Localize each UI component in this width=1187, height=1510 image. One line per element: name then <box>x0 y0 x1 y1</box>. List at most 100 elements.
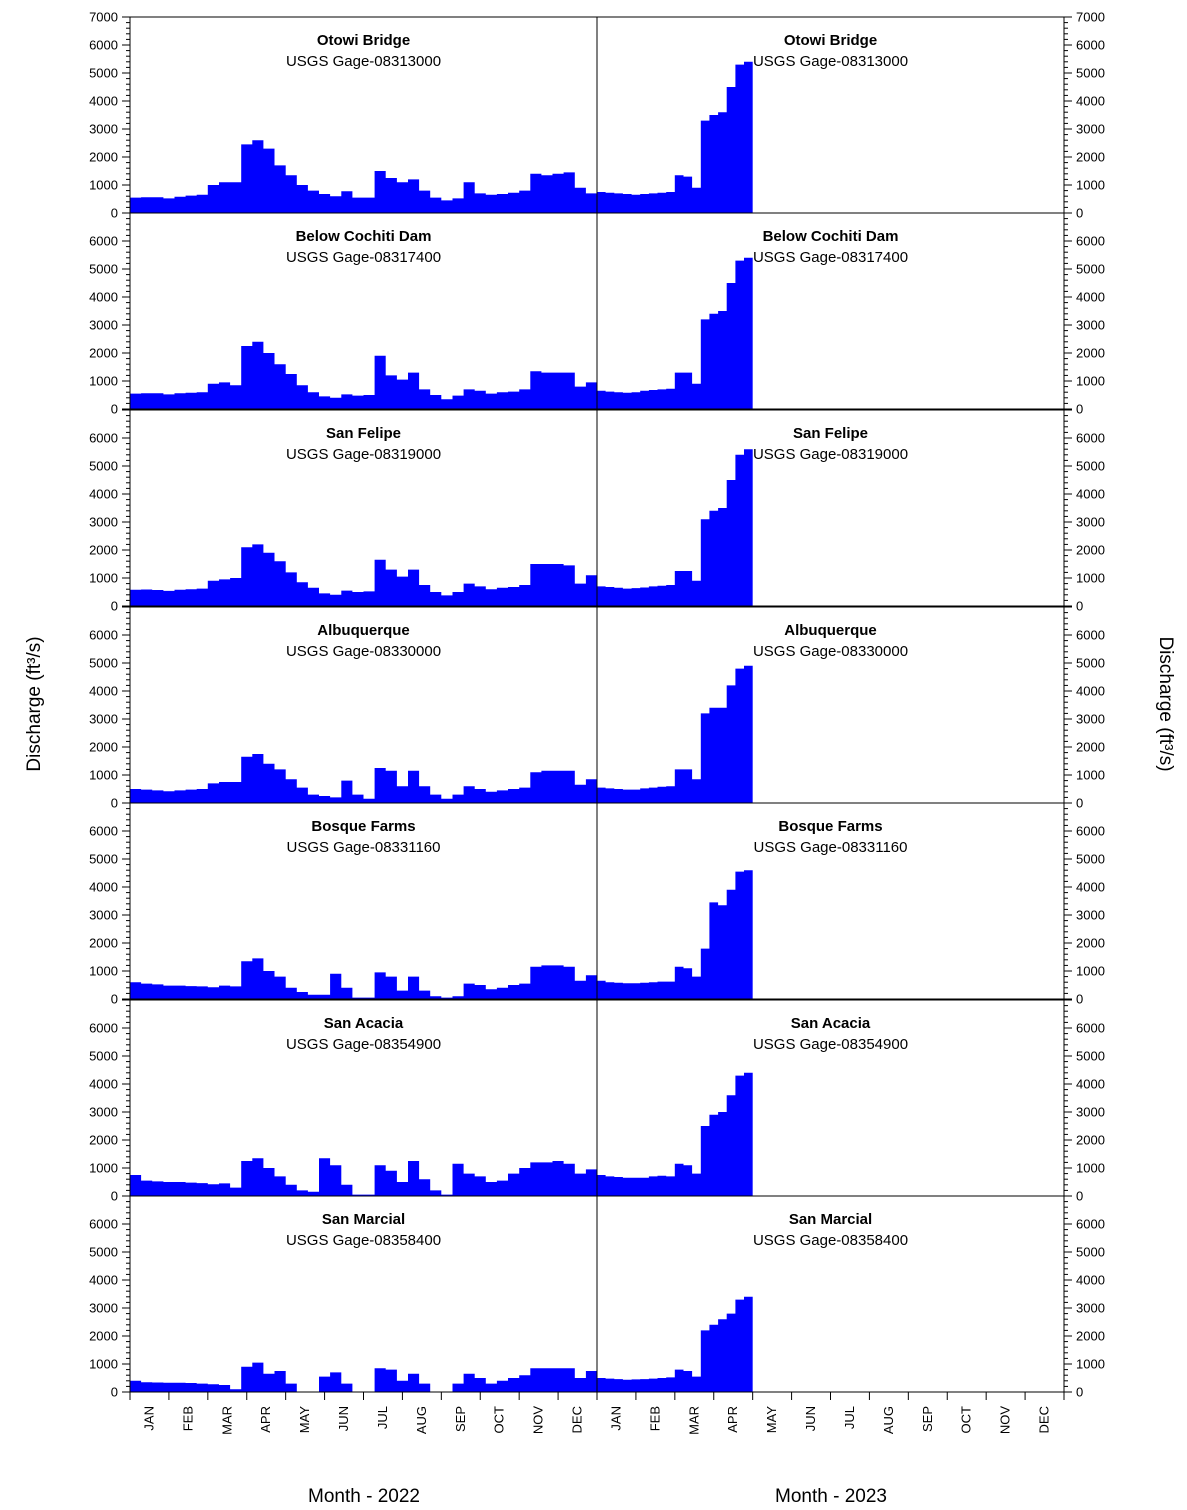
series-area-2023 <box>597 257 753 409</box>
y-tick-label-left: 4000 <box>89 290 118 305</box>
month-label-2022: FEB <box>180 1406 195 1431</box>
panel-title-2023: San Marcial <box>789 1211 872 1228</box>
series-area-2023 <box>597 870 753 999</box>
y-axis-title-left: Discharge (ft³/s) <box>24 636 45 771</box>
month-label-2022: OCT <box>492 1406 507 1434</box>
x-axis-title-2022: Month - 2022 <box>308 1486 420 1507</box>
panel-1: 0 0 1000 1000 2000 2000 3000 3000 4000 4000 5000 50… <box>89 10 1105 221</box>
y-tick-label-left: 1000 <box>89 571 118 586</box>
y-tick-label-right: 4000 <box>1076 94 1105 109</box>
y-tick-label-left: 3000 <box>89 318 118 333</box>
y-tick-label-right: 1000 <box>1076 1357 1105 1372</box>
month-label-2022: JUN <box>336 1406 351 1431</box>
month-label-2023: NOV <box>998 1406 1013 1435</box>
x-axis-group: JAN FEB MAR APR MAY JUN JUL AUG SEP OCT NOV DEC JAN F… <box>129 1392 1065 1435</box>
y-tick-label-left: 3000 <box>89 712 118 727</box>
y-tick-label-left: 0 <box>111 206 118 221</box>
series-area-2023 <box>597 665 753 803</box>
y-tick-label-right: 5000 <box>1076 1245 1105 1260</box>
panel-title-2022: Albuquerque <box>317 622 410 639</box>
series-area-2022 <box>130 1158 597 1196</box>
panel-subtitle-2023: USGS Gage-08331160 <box>754 839 908 856</box>
month-label-2022: JAN <box>142 1406 157 1431</box>
y-tick-label-right: 6000 <box>1076 1217 1105 1232</box>
y-tick-label-left: 1000 <box>89 374 118 389</box>
y-tick-label-left: 5000 <box>89 459 118 474</box>
y-tick-label-left: 2000 <box>89 1133 118 1148</box>
y-tick-label-left: 3000 <box>89 122 118 137</box>
y-tick-label-left: 3000 <box>89 908 118 923</box>
y-tick-label-left: 1000 <box>89 768 118 783</box>
month-label-2023: OCT <box>959 1406 974 1434</box>
y-tick-label-left: 1000 <box>89 178 118 193</box>
y-tick-label-right: 0 <box>1076 796 1083 811</box>
y-tick-label-left: 0 <box>111 1189 118 1204</box>
panel-title-2023: Bosque Farms <box>778 818 882 835</box>
y-tick-label-right: 1000 <box>1076 374 1105 389</box>
series-area-2023 <box>597 61 753 213</box>
y-tick-label-right: 6000 <box>1076 38 1105 53</box>
panel-subtitle-2022: USGS Gage-08319000 <box>286 446 441 463</box>
y-tick-label-right: 2000 <box>1076 1133 1105 1148</box>
panel-title-2022: San Marcial <box>322 1211 405 1228</box>
y-tick-label-left: 5000 <box>89 852 118 867</box>
month-label-2023: APR <box>725 1406 740 1433</box>
y-tick-label-right: 6000 <box>1076 628 1105 643</box>
y-tick-label-right: 5000 <box>1076 656 1105 671</box>
month-label-2022: APR <box>258 1406 273 1433</box>
y-tick-label-right: 7000 <box>1076 10 1105 25</box>
panel-title-2023: Otowi Bridge <box>784 32 877 49</box>
y-tick-label-left: 4000 <box>89 1077 118 1092</box>
y-tick-label-left: 6000 <box>89 38 118 53</box>
y-tick-label-right: 0 <box>1076 992 1083 1007</box>
y-tick-label-right: 2000 <box>1076 150 1105 165</box>
panel-title-2022: Below Cochiti Dam <box>296 228 432 245</box>
month-label-2022: SEP <box>453 1406 468 1432</box>
month-label-2023: FEB <box>647 1406 662 1431</box>
panel-title-2023: Albuquerque <box>784 622 877 639</box>
y-tick-label-right: 1000 <box>1076 178 1105 193</box>
panel-title-2023: San Felipe <box>793 425 868 442</box>
series-area-2022 <box>130 958 597 999</box>
y-tick-label-right: 3000 <box>1076 1301 1105 1316</box>
y-tick-label-left: 0 <box>111 796 118 811</box>
panel-6: 0 0 1000 1000 2000 2000 3000 3000 4000 4000 5000 50… <box>89 999 1105 1204</box>
y-tick-label-left: 2000 <box>89 936 118 951</box>
month-label-2023: AUG <box>881 1406 896 1434</box>
panel-subtitle-2023: USGS Gage-08317400 <box>753 249 908 266</box>
month-label-2023: MAR <box>686 1406 701 1435</box>
y-tick-label-left: 2000 <box>89 543 118 558</box>
panel-title-2022: San Acacia <box>324 1015 404 1032</box>
panel-subtitle-2023: USGS Gage-08354900 <box>753 1036 908 1053</box>
y-tick-label-right: 0 <box>1076 599 1083 614</box>
y-tick-label-right: 6000 <box>1076 1021 1105 1036</box>
y-tick-label-left: 6000 <box>89 1217 118 1232</box>
y-tick-label-left: 4000 <box>89 487 118 502</box>
series-area-2022 <box>130 341 597 409</box>
y-tick-label-right: 4000 <box>1076 290 1105 305</box>
y-tick-label-left: 4000 <box>89 880 118 895</box>
x-axis-title-2023: Month - 2023 <box>775 1486 887 1507</box>
panel-title-2022: Bosque Farms <box>311 818 415 835</box>
y-tick-label-right: 5000 <box>1076 852 1105 867</box>
y-tick-label-right: 5000 <box>1076 459 1105 474</box>
y-tick-label-right: 2000 <box>1076 740 1105 755</box>
y-tick-label-right: 3000 <box>1076 908 1105 923</box>
panel-4: 0 0 1000 1000 2000 2000 3000 3000 4000 4000 5000 50… <box>89 606 1105 811</box>
y-tick-label-right: 4000 <box>1076 1273 1105 1288</box>
y-tick-label-left: 3000 <box>89 1301 118 1316</box>
month-label-2022: MAR <box>219 1406 234 1435</box>
y-tick-label-right: 1000 <box>1076 768 1105 783</box>
series-area-2022 <box>130 754 597 803</box>
y-tick-label-left: 3000 <box>89 1105 118 1120</box>
y-tick-label-left: 5000 <box>89 656 118 671</box>
y-tick-label-left: 2000 <box>89 740 118 755</box>
y-tick-label-left: 6000 <box>89 431 118 446</box>
series-area-2023 <box>597 1072 753 1196</box>
y-tick-label-right: 2000 <box>1076 346 1105 361</box>
month-label-2022: AUG <box>414 1406 429 1434</box>
y-tick-label-left: 6000 <box>89 628 118 643</box>
y-tick-label-left: 4000 <box>89 94 118 109</box>
month-label-2023: JUL <box>842 1406 857 1429</box>
panels-group: 0 0 1000 1000 2000 2000 3000 3000 4000 4000 5000 50… <box>89 10 1105 1400</box>
